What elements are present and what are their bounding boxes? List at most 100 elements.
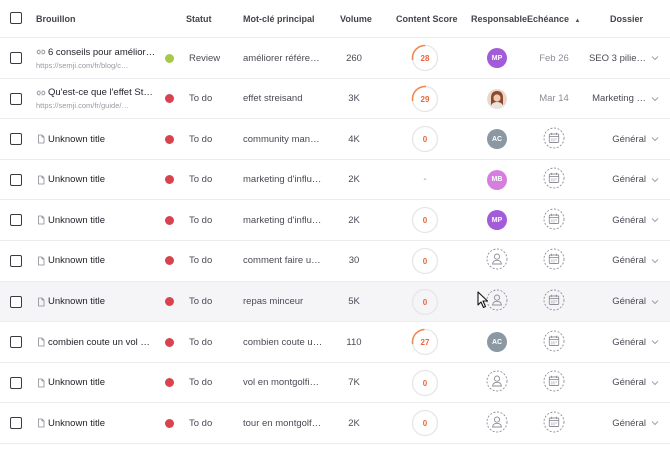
row-checkbox[interactable]	[10, 119, 24, 159]
responsable-cell[interactable]: MP	[480, 38, 514, 78]
responsable-cell[interactable]: AC	[480, 119, 514, 159]
row-checkbox[interactable]	[10, 403, 24, 443]
responsable-cell[interactable]: MB	[480, 160, 514, 200]
row-checkbox[interactable]	[10, 241, 24, 281]
due-date-cell[interactable]	[532, 403, 576, 443]
due-date-cell[interactable]: Feb 26	[532, 38, 576, 78]
content-score[interactable]: 28	[408, 38, 442, 78]
table-row[interactable]: Unknown title To do comment faire u… 30 0 Gén…	[0, 240, 670, 282]
draft-title-cell[interactable]: Unknown title	[36, 200, 158, 240]
status-label[interactable]: To do	[189, 336, 213, 348]
chevron-down-icon[interactable]	[650, 38, 660, 78]
set-due-date-calendar-icon[interactable]	[543, 127, 565, 152]
table-row[interactable]: combien coute un vol … To do combien coute…	[0, 322, 670, 363]
avatar[interactable]: AC	[487, 129, 507, 150]
draft-title[interactable]: combien coute un vol …	[48, 336, 150, 348]
folder-name[interactable]: Général	[612, 296, 646, 308]
set-due-date-calendar-icon[interactable]	[543, 248, 565, 273]
table-row[interactable]: Unknown title To do vol en montgolfiè… 7K 0 G…	[0, 362, 670, 404]
avatar-photo[interactable]	[487, 88, 507, 109]
folder-name[interactable]: Général	[612, 255, 646, 267]
header-dossier[interactable]: Dossier	[610, 14, 644, 24]
responsable-cell[interactable]	[480, 79, 514, 119]
draft-title-cell[interactable]: Unknown title	[36, 403, 158, 443]
set-due-date-calendar-icon[interactable]	[543, 330, 565, 355]
table-row[interactable]: Qu'est-ce que l'effet St… https://semji.c…	[0, 78, 670, 120]
status-label[interactable]: To do	[189, 377, 213, 389]
folder-name[interactable]: Général	[612, 377, 646, 389]
header-volume[interactable]: Volume	[340, 14, 372, 24]
content-score[interactable]: -	[408, 160, 442, 200]
avatar[interactable]: MB	[487, 169, 507, 190]
folder-cell[interactable]: Général	[584, 363, 646, 403]
avatar[interactable]: MP	[487, 210, 507, 231]
draft-title[interactable]: Unknown title	[48, 174, 106, 186]
chevron-down-icon[interactable]	[650, 160, 660, 200]
status-label[interactable]: To do	[189, 133, 213, 145]
set-due-date-calendar-icon[interactable]	[543, 411, 565, 436]
draft-title[interactable]: Unknown title	[48, 377, 106, 389]
row-checkbox[interactable]	[10, 322, 24, 362]
folder-name[interactable]: Marketing …	[592, 93, 646, 105]
responsable-cell[interactable]	[480, 363, 514, 403]
draft-title-cell[interactable]: Unknown title	[36, 241, 158, 281]
draft-title-cell[interactable]: 6 conseils pour amélior… https://semji.co…	[36, 38, 158, 78]
folder-name[interactable]: Général	[612, 417, 646, 429]
draft-title-cell[interactable]: Unknown title	[36, 363, 158, 403]
status-label[interactable]: To do	[189, 93, 213, 105]
draft-title[interactable]: Unknown title	[48, 214, 106, 226]
chevron-down-icon[interactable]	[650, 241, 660, 281]
table-row[interactable]: 6 conseils pour amélior… https://semji.co…	[0, 38, 670, 79]
content-score[interactable]: 0	[408, 282, 442, 322]
draft-title[interactable]: Unknown title	[48, 133, 106, 145]
folder-cell[interactable]: Marketing …	[584, 79, 646, 119]
assign-user-icon[interactable]	[486, 411, 508, 436]
draft-title-cell[interactable]: Qu'est-ce que l'effet St… https://semji.c…	[36, 79, 158, 119]
chevron-down-icon[interactable]	[650, 79, 660, 119]
chevron-down-icon[interactable]	[650, 282, 660, 322]
draft-title[interactable]: Unknown title	[48, 296, 106, 308]
due-date-cell[interactable]	[532, 322, 576, 362]
folder-cell[interactable]: Général	[584, 241, 646, 281]
header-brouillon[interactable]: Brouillon	[36, 14, 76, 24]
header-echeance[interactable]: Echéance ▲	[527, 0, 581, 38]
draft-title[interactable]: Unknown title	[48, 417, 106, 429]
chevron-down-icon[interactable]	[650, 119, 660, 159]
table-row[interactable]: Unknown title To do community mana… 4K 0 AC Gé…	[0, 119, 670, 160]
row-checkbox[interactable]	[10, 282, 24, 322]
row-checkbox[interactable]	[10, 200, 24, 240]
content-score[interactable]: 0	[408, 363, 442, 403]
header-content-score[interactable]: Content Score	[396, 14, 458, 24]
assign-user-icon[interactable]	[486, 289, 508, 314]
status-label[interactable]: To do	[189, 214, 213, 226]
chevron-down-icon[interactable]	[650, 200, 660, 240]
row-checkbox[interactable]	[10, 363, 24, 403]
draft-title[interactable]: 6 conseils pour amélior…	[48, 46, 156, 58]
draft-title-cell[interactable]: combien coute un vol …	[36, 322, 158, 362]
row-checkbox[interactable]	[10, 160, 24, 200]
header-keyword[interactable]: Mot-clé principal	[243, 14, 315, 24]
folder-name[interactable]: Général	[612, 174, 646, 186]
status-label[interactable]: Review	[189, 52, 221, 64]
content-score[interactable]: 0	[408, 241, 442, 281]
set-due-date-calendar-icon[interactable]	[543, 289, 565, 314]
content-score[interactable]: 0	[408, 119, 442, 159]
due-date-cell[interactable]	[532, 282, 576, 322]
chevron-down-icon[interactable]	[650, 403, 660, 443]
header-statut[interactable]: Statut	[186, 14, 212, 24]
avatar[interactable]: AC	[487, 332, 507, 353]
folder-cell[interactable]: Général	[584, 119, 646, 159]
responsable-cell[interactable]	[480, 282, 514, 322]
due-date-cell[interactable]	[532, 241, 576, 281]
folder-cell[interactable]: Général	[584, 282, 646, 322]
folder-cell[interactable]: Général	[584, 322, 646, 362]
set-due-date-calendar-icon[interactable]	[543, 370, 565, 395]
folder-cell[interactable]: Général	[584, 200, 646, 240]
set-due-date-calendar-icon[interactable]	[543, 208, 565, 233]
status-label[interactable]: To do	[189, 174, 213, 186]
due-date-cell[interactable]	[532, 119, 576, 159]
draft-title[interactable]: Unknown title	[48, 255, 106, 267]
content-score[interactable]: 29	[408, 79, 442, 119]
responsable-cell[interactable]	[480, 241, 514, 281]
table-row[interactable]: Unknown title To do marketing d'influ… 2K - M…	[0, 159, 670, 201]
